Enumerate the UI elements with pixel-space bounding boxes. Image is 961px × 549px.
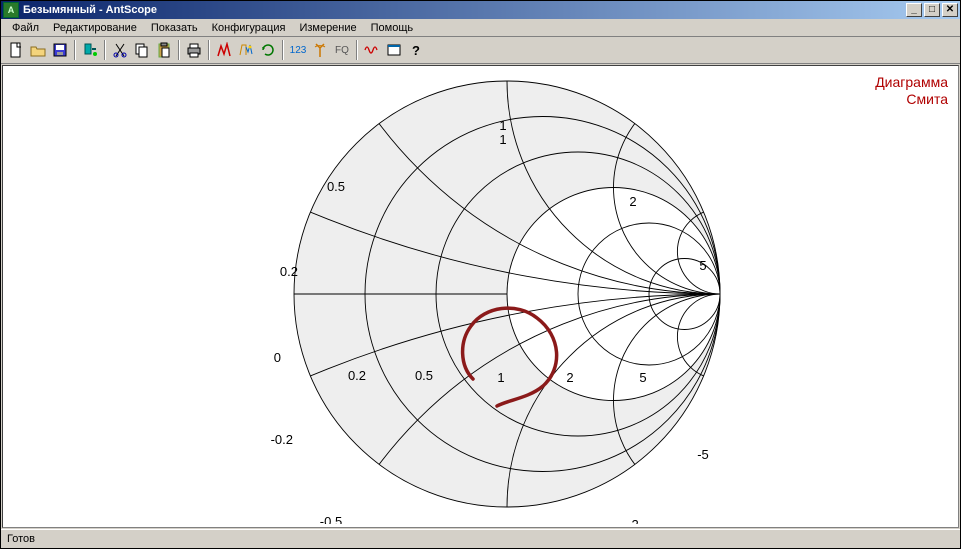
- toolbar-separator: [282, 40, 284, 60]
- svg-text:0.2: 0.2: [348, 368, 366, 383]
- status-text: Готов: [7, 533, 35, 545]
- window-buttons: _ □ ✕: [906, 3, 958, 17]
- svg-text:?: ?: [412, 43, 420, 58]
- svg-text:2: 2: [629, 194, 636, 209]
- smith-chart: 1-100.2-0.20.5125-0.5-1-2-50.20.5125: [3, 66, 958, 524]
- close-button[interactable]: ✕: [942, 3, 958, 17]
- toolbar-separator: [74, 40, 76, 60]
- help-icon[interactable]: ?: [405, 39, 427, 61]
- app-icon: A: [3, 2, 19, 18]
- svg-text:0.5: 0.5: [415, 368, 433, 383]
- show-numbers-icon[interactable]: 123: [287, 39, 309, 61]
- open-file-icon[interactable]: [27, 39, 49, 61]
- frequency-label: FQ: [335, 45, 349, 56]
- svg-text:0.2: 0.2: [280, 264, 298, 279]
- numbers-label: 123: [290, 45, 307, 56]
- svg-text:5: 5: [639, 370, 646, 385]
- chart-area: Диаграмма Смита 1-100.2-0.20.5125-0.5-1-…: [2, 65, 959, 528]
- menu-measure[interactable]: Измерение: [292, 20, 363, 36]
- menu-file[interactable]: Файл: [5, 20, 46, 36]
- menu-edit[interactable]: Редактирование: [46, 20, 144, 36]
- menu-help[interactable]: Помощь: [364, 20, 421, 36]
- toolbar: 123 FQ ?: [1, 37, 960, 64]
- svg-text:1: 1: [497, 370, 504, 385]
- window-icon[interactable]: [383, 39, 405, 61]
- chart-title: Диаграмма Смита: [875, 74, 948, 108]
- waveform-icon[interactable]: [361, 39, 383, 61]
- cut-icon[interactable]: [109, 39, 131, 61]
- toolbar-separator: [208, 40, 210, 60]
- toolbar-separator: [356, 40, 358, 60]
- menu-config[interactable]: Конфигурация: [205, 20, 293, 36]
- minimize-button[interactable]: _: [906, 3, 922, 17]
- print-icon[interactable]: [183, 39, 205, 61]
- toolbar-separator: [178, 40, 180, 60]
- svg-text:2: 2: [566, 370, 573, 385]
- antenna-icon[interactable]: [309, 39, 331, 61]
- toolbar-separator: [104, 40, 106, 60]
- new-file-icon[interactable]: [5, 39, 27, 61]
- svg-text:-0.2: -0.2: [271, 432, 293, 447]
- svg-text:0: 0: [274, 350, 281, 365]
- svg-text:-5: -5: [697, 447, 709, 462]
- copy-icon[interactable]: [131, 39, 153, 61]
- chart-title-line1: Диаграмма: [875, 74, 948, 90]
- chart-title-line2: Смита: [906, 91, 948, 107]
- svg-text:0.5: 0.5: [327, 179, 345, 194]
- window-title: Безымянный - AntScope: [23, 4, 906, 16]
- svg-text:-2: -2: [627, 517, 639, 524]
- menubar: Файл Редактирование Показать Конфигураци…: [1, 19, 960, 37]
- svg-text:5: 5: [699, 258, 706, 273]
- menu-show[interactable]: Показать: [144, 20, 205, 36]
- chart-impedance-icon[interactable]: [235, 39, 257, 61]
- statusbar: Готов: [1, 529, 960, 548]
- frequency-icon[interactable]: FQ: [331, 39, 353, 61]
- chart-swr-icon[interactable]: [213, 39, 235, 61]
- refresh-icon[interactable]: [257, 39, 279, 61]
- svg-text:1: 1: [499, 132, 506, 147]
- titlebar: A Безымянный - AntScope _ □ ✕: [1, 1, 960, 19]
- connect-device-icon[interactable]: [79, 39, 101, 61]
- save-file-icon[interactable]: [49, 39, 71, 61]
- svg-text:1: 1: [499, 118, 506, 133]
- paste-icon[interactable]: [153, 39, 175, 61]
- svg-text:-0.5: -0.5: [320, 514, 342, 524]
- maximize-button[interactable]: □: [924, 3, 940, 17]
